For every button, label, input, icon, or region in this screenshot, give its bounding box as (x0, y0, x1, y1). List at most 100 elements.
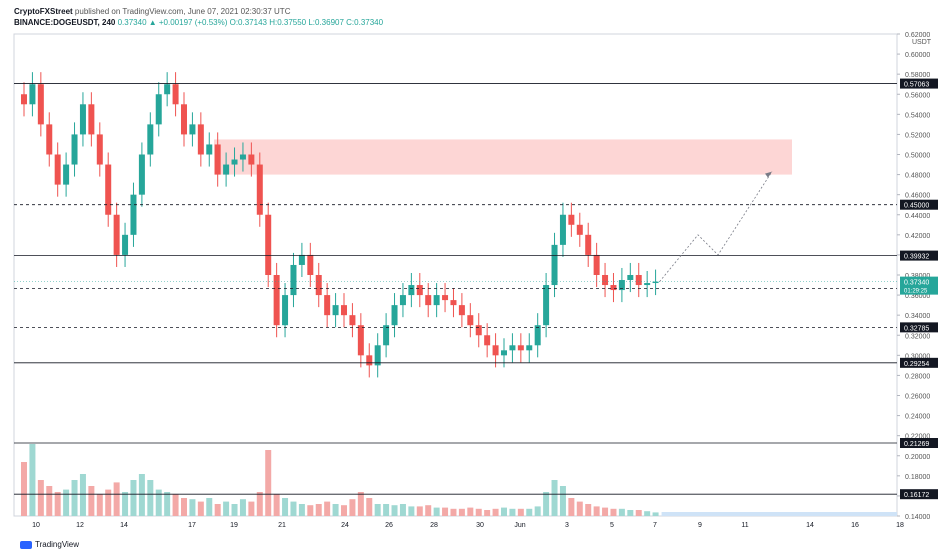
y-tick-label: 0.58000 (905, 72, 930, 79)
volume-bar (298, 504, 305, 516)
volume-bar (248, 501, 255, 516)
volume-bar (551, 480, 558, 516)
candle-body (46, 124, 53, 155)
y-tick-label: 0.54000 (905, 112, 930, 119)
volume-bar (534, 506, 541, 516)
x-tick-label: 5 (610, 522, 614, 529)
candle-body (484, 335, 491, 346)
volume-bar (433, 507, 440, 516)
volume-bar (37, 480, 44, 516)
candle-body (652, 281, 659, 284)
published-text: published on TradingView.com, June 07, 2… (74, 7, 291, 16)
x-tick-label: 11 (741, 522, 748, 529)
candle-body (113, 214, 120, 255)
candle-body (526, 345, 533, 351)
quote-text: 0.37340 ▲ +0.00197 (+0.53%) (117, 18, 228, 27)
candle-body (416, 285, 423, 296)
candle-body (63, 164, 70, 185)
volume-bar (189, 499, 196, 516)
candle-body (206, 144, 213, 155)
candle-body (602, 275, 609, 286)
y-tick-label: 0.14000 (905, 514, 930, 521)
volume-bar (307, 505, 314, 516)
candle-body (408, 285, 415, 296)
y-tick-label: 0.34000 (905, 313, 930, 320)
candle-body (467, 315, 474, 326)
y-tick-label: 0.48000 (905, 173, 930, 180)
ohlc-text: O:0.37143 H:0.37550 L:0.36907 C:0.37340 (229, 18, 384, 27)
candle-body (349, 315, 356, 326)
candle-body (282, 295, 289, 326)
candle-body (290, 264, 297, 296)
y-tick-label: 0.38000 (905, 273, 930, 280)
volume-bar (374, 504, 381, 516)
candle-body (433, 295, 440, 306)
y-tick-label: 0.44000 (905, 213, 930, 220)
volume-bar (568, 498, 575, 516)
candle-body (341, 305, 347, 316)
x-tick-label: 21 (278, 522, 286, 529)
brand-text: TradingView (35, 540, 80, 549)
volume-bar (63, 489, 70, 516)
level-label: 0.16172 (904, 492, 929, 499)
volume-bar (593, 506, 600, 516)
y-tick-label: 0.26000 (905, 394, 930, 401)
volume-bar (113, 482, 120, 516)
plot-frame (13, 33, 898, 517)
y-tick-label: 0.32000 (905, 333, 930, 340)
volume-bar (391, 505, 398, 516)
tradingview-logo-icon (20, 540, 32, 549)
candle-body (315, 275, 322, 296)
y-tick-label: 0.52000 (905, 132, 930, 139)
candle-body (181, 104, 187, 135)
volume-bar (450, 508, 457, 516)
candle-body (501, 350, 507, 356)
y-tick-label: 0.24000 (905, 414, 930, 421)
candle-body (197, 124, 204, 155)
candle-body (576, 224, 583, 235)
volume-bar (416, 506, 423, 516)
volume-bar (231, 504, 238, 516)
candle-body (425, 295, 432, 306)
volume-bar (29, 444, 36, 516)
x-tick-label: 14 (120, 522, 128, 529)
x-tick-label: 18 (896, 522, 904, 529)
x-tick-label: 30 (476, 522, 484, 529)
volume-bar (54, 492, 61, 516)
candle-body (79, 104, 86, 135)
volume-bar (181, 498, 187, 516)
projection-path (659, 171, 773, 282)
volume-bar (122, 492, 129, 516)
y-tick-label: 0.22000 (905, 434, 930, 441)
y-tick-label: 0.56000 (905, 92, 930, 99)
volume-bar (164, 492, 171, 516)
candle-body (543, 285, 550, 326)
y-tick-label: 0.50000 (905, 153, 930, 160)
volume-bar (79, 474, 86, 516)
volume-bar (46, 486, 53, 516)
x-tick-label: 10 (32, 522, 40, 529)
symbol-label: BINANCE:DOGEUSDT, 240 (14, 18, 116, 27)
volume-bar (408, 506, 415, 516)
volume-bar (458, 508, 465, 516)
volume-bar (559, 486, 566, 516)
volume-bar (315, 504, 322, 516)
candle-body (458, 305, 465, 316)
candle-body (618, 280, 625, 291)
projection-arrow-icon (765, 171, 772, 178)
x-tick-label: 19 (230, 522, 238, 529)
candle-body (138, 154, 145, 195)
candle-body (610, 285, 617, 291)
candle-body (383, 325, 390, 346)
volume-bar (273, 494, 280, 516)
volume-bar (644, 511, 651, 516)
volume-bar (197, 501, 204, 516)
volume-bar (425, 505, 432, 516)
volume-bar (543, 492, 550, 516)
candle-body (147, 124, 154, 155)
volume-bar (484, 510, 491, 516)
level-label-bg (900, 489, 938, 500)
volume-bar (147, 480, 154, 516)
candle-body (96, 134, 103, 165)
